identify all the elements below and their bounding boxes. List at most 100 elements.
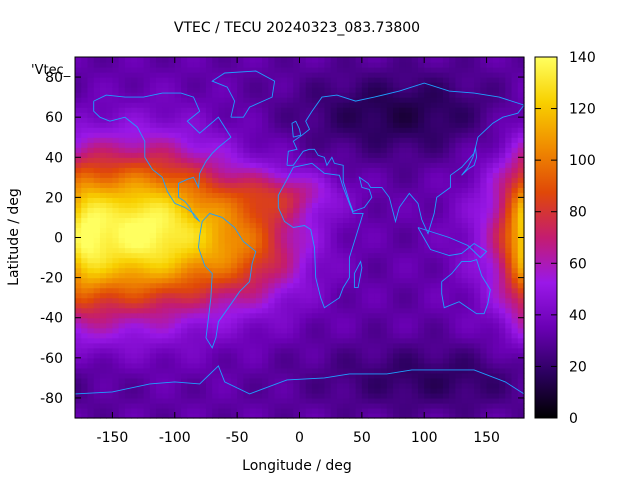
heatmap-cell bbox=[361, 272, 369, 279]
heatmap-cell bbox=[349, 172, 357, 178]
heatmap-cell bbox=[199, 222, 207, 229]
heatmap-cell bbox=[199, 372, 207, 379]
heatmap-cell bbox=[156, 192, 163, 198]
heatmap-cell bbox=[442, 212, 450, 219]
heatmap-cell bbox=[124, 382, 132, 389]
heatmap-cell bbox=[230, 212, 238, 219]
heatmap-cell bbox=[299, 117, 307, 123]
heatmap-cell bbox=[474, 57, 481, 63]
heatmap-cell bbox=[230, 302, 238, 309]
heatmap-cell bbox=[480, 157, 488, 163]
heatmap-cell bbox=[305, 237, 313, 244]
heatmap-cell bbox=[237, 352, 244, 359]
heatmap-cell bbox=[411, 137, 419, 143]
heatmap-cell bbox=[461, 192, 469, 198]
heatmap-cell bbox=[268, 142, 276, 148]
heatmap-cell bbox=[430, 402, 438, 409]
heatmap-cell bbox=[75, 337, 82, 344]
heatmap-cell bbox=[193, 247, 201, 254]
heatmap-cell bbox=[156, 337, 163, 344]
heatmap-cell bbox=[318, 147, 326, 153]
heatmap-cell bbox=[193, 312, 201, 319]
heatmap-cell bbox=[368, 137, 375, 143]
heatmap-cell bbox=[486, 102, 494, 108]
heatmap-cell bbox=[349, 377, 357, 384]
heatmap-cell bbox=[393, 352, 400, 359]
heatmap-cell bbox=[411, 412, 419, 419]
heatmap-cell bbox=[181, 227, 188, 234]
heatmap-cell bbox=[318, 177, 326, 183]
heatmap-cell bbox=[162, 147, 170, 153]
heatmap-cell bbox=[330, 207, 338, 214]
heatmap-cell bbox=[174, 57, 182, 63]
heatmap-cell bbox=[393, 147, 400, 153]
heatmap-cell bbox=[467, 277, 475, 284]
heatmap-cell bbox=[393, 232, 400, 239]
heatmap-cell bbox=[299, 82, 307, 88]
heatmap-cell bbox=[499, 387, 506, 394]
heatmap-cell bbox=[280, 357, 288, 364]
heatmap-cell bbox=[349, 67, 357, 73]
heatmap-cell bbox=[336, 112, 344, 118]
heatmap-cell bbox=[380, 132, 388, 138]
heatmap-cell bbox=[299, 327, 307, 334]
heatmap-cell bbox=[467, 57, 475, 63]
heatmap-cell bbox=[118, 292, 126, 299]
heatmap-cell bbox=[486, 262, 494, 269]
heatmap-cell bbox=[399, 82, 407, 88]
heatmap-cell bbox=[212, 107, 220, 113]
heatmap-cell bbox=[224, 412, 232, 419]
heatmap-cell bbox=[174, 212, 182, 219]
heatmap-cell bbox=[112, 67, 120, 73]
heatmap-cell bbox=[417, 72, 425, 78]
heatmap-cell bbox=[417, 172, 425, 178]
heatmap-cell bbox=[143, 337, 151, 344]
heatmap-cell bbox=[224, 242, 232, 249]
heatmap-cell bbox=[168, 97, 176, 103]
heatmap-cell bbox=[262, 207, 269, 214]
heatmap-cell bbox=[199, 117, 207, 123]
heatmap-cell bbox=[318, 192, 326, 198]
heatmap-cell bbox=[181, 327, 188, 334]
heatmap-cell bbox=[374, 122, 382, 128]
heatmap-cell bbox=[199, 302, 207, 309]
heatmap-cell bbox=[268, 412, 276, 419]
heatmap-cell bbox=[243, 202, 251, 209]
heatmap-cell bbox=[237, 357, 244, 364]
heatmap-cell bbox=[218, 217, 226, 224]
heatmap-cell bbox=[330, 327, 338, 334]
heatmap-cell bbox=[399, 347, 407, 354]
heatmap-cell bbox=[405, 312, 413, 319]
heatmap-cell bbox=[224, 172, 232, 178]
heatmap-cell bbox=[87, 322, 95, 329]
heatmap-cell bbox=[405, 387, 413, 394]
heatmap-cell bbox=[262, 192, 269, 198]
heatmap-cell bbox=[393, 102, 400, 108]
heatmap-cell bbox=[405, 97, 413, 103]
heatmap-cell bbox=[505, 372, 513, 379]
heatmap-cell bbox=[368, 197, 375, 203]
heatmap-cell bbox=[486, 87, 494, 93]
heatmap-cell bbox=[218, 257, 226, 264]
heatmap-cell bbox=[237, 167, 244, 173]
heatmap-cell bbox=[93, 157, 101, 163]
heatmap-cell bbox=[243, 72, 251, 78]
heatmap-cell bbox=[411, 357, 419, 364]
heatmap-cell bbox=[118, 222, 126, 229]
heatmap-cell bbox=[305, 212, 313, 219]
heatmap-cell bbox=[467, 162, 475, 168]
heatmap-cell bbox=[87, 257, 95, 264]
heatmap-cell bbox=[461, 287, 469, 294]
heatmap-cell bbox=[405, 262, 413, 269]
heatmap-cell bbox=[361, 147, 369, 153]
heatmap-cell bbox=[118, 377, 126, 384]
heatmap-cell bbox=[424, 192, 432, 198]
heatmap-cell bbox=[168, 62, 176, 68]
heatmap-cell bbox=[137, 352, 145, 359]
heatmap-cell bbox=[162, 322, 170, 329]
heatmap-cell bbox=[380, 362, 388, 369]
heatmap-cell bbox=[486, 122, 494, 128]
heatmap-cell bbox=[355, 102, 363, 108]
heatmap-cell bbox=[168, 157, 176, 163]
heatmap-cell bbox=[449, 232, 457, 239]
